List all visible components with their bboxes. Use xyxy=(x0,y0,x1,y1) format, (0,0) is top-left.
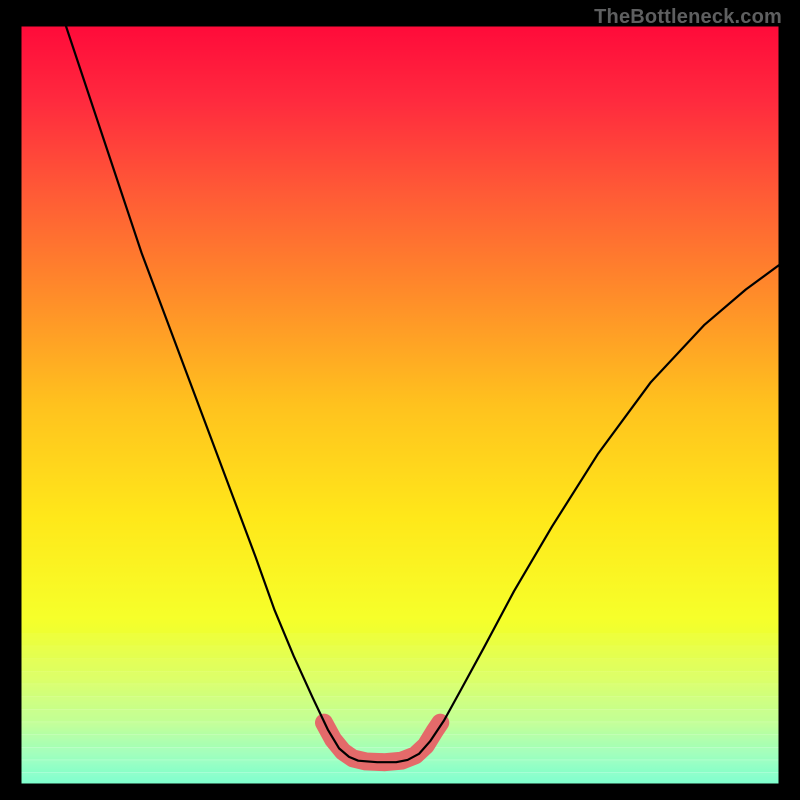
watermark-text: TheBottleneck.com xyxy=(594,6,782,29)
bottleneck-chart-svg xyxy=(0,0,800,800)
chart-root: TheBottleneck.com xyxy=(0,0,800,800)
